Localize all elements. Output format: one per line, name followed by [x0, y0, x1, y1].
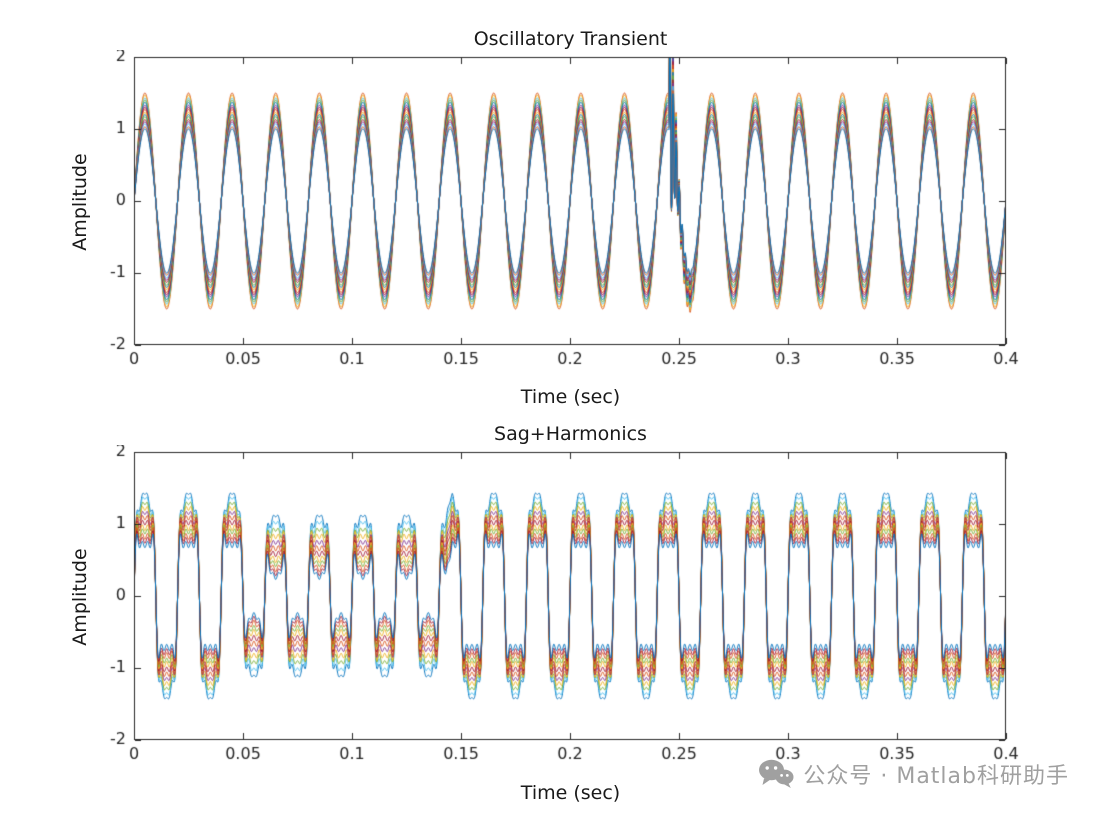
- oscillatory-transient-plot: [90, 50, 1020, 380]
- watermark-text: 公众号 · Matlab科研助手: [803, 764, 1069, 789]
- plot1-ylabel: Amplitude: [69, 153, 91, 251]
- plot2-xlabel: Time (sec): [520, 782, 621, 804]
- plot2-ylabel: Amplitude: [69, 548, 91, 646]
- plot2-title: Sag+Harmonics: [494, 423, 647, 445]
- plot1-xlabel: Time (sec): [520, 386, 621, 408]
- sag-harmonics-plot: [90, 445, 1020, 775]
- watermark: 公众号 · Matlab科研助手: [758, 758, 1069, 790]
- wechat-icon: [758, 759, 794, 789]
- plot1-title: Oscillatory Transient: [473, 28, 668, 50]
